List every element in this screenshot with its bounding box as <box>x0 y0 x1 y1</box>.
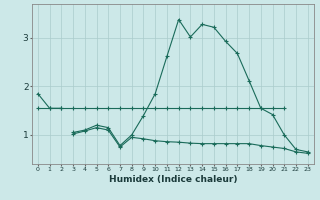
X-axis label: Humidex (Indice chaleur): Humidex (Indice chaleur) <box>108 175 237 184</box>
